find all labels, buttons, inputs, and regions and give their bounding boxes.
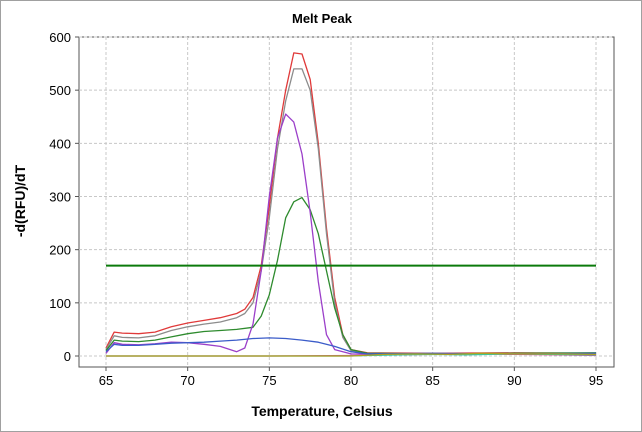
- x-tick-label: 85: [425, 373, 439, 388]
- x-tick-label: 65: [99, 373, 113, 388]
- y-tick-label: 600: [49, 30, 71, 45]
- plot-area: [78, 36, 615, 368]
- y-axis-label: -d(RFU)/dT: [12, 164, 28, 237]
- series-line-8: [106, 352, 597, 357]
- y-tick-label: 100: [49, 296, 71, 311]
- x-tick-label: 90: [507, 373, 521, 388]
- x-axis-label: Temperature, Celsius: [251, 403, 393, 419]
- series-line-3: [105, 196, 597, 355]
- series-line-5: [105, 337, 597, 355]
- x-tick-label: 70: [180, 373, 194, 388]
- y-tick-label: 300: [49, 190, 71, 205]
- series-line-2: [105, 68, 597, 355]
- y-tick-label: 500: [49, 83, 71, 98]
- grid: [79, 36, 614, 367]
- x-tick-label: 95: [589, 373, 603, 388]
- x-tick-label: 75: [262, 373, 276, 388]
- y-tick-label: 0: [64, 349, 71, 364]
- y-tick-label: 200: [49, 243, 71, 258]
- chart-title: Melt Peak: [292, 11, 353, 26]
- y-tick-label: 400: [49, 136, 71, 151]
- x-tick-label: 80: [344, 373, 358, 388]
- series-group: [105, 52, 597, 357]
- axis-ticks: 65 70 75 80 85 90 95 0 100 200 300 400 500 600: [49, 30, 603, 388]
